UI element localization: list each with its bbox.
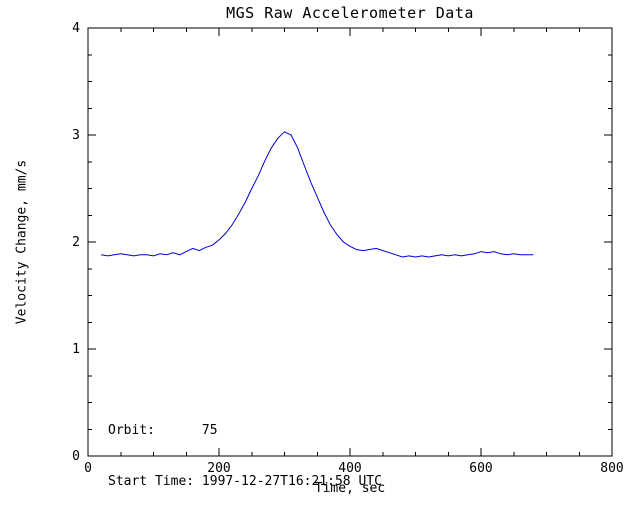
y-tick-label: 0: [72, 449, 80, 464]
annotation-orbit: Orbit: 75: [108, 423, 218, 438]
x-axis-label: Time, sec: [314, 481, 386, 496]
annotation-start-time: Start Time: 1997-12-27T16:21:58 UTC: [108, 474, 382, 489]
annotation-block: Orbit: 75 Start Time: 1997-12-27T16:21:5…: [108, 388, 382, 512]
y-axis-label: Velocity Change, mm/s: [14, 159, 30, 325]
x-tick-label: 0: [84, 461, 92, 476]
x-tick-label: 200: [207, 461, 230, 476]
y-tick-label: 2: [72, 235, 80, 250]
x-tick-label: 600: [469, 461, 492, 476]
chart-title: MGS Raw Accelerometer Data: [226, 4, 474, 22]
y-tick-label: 3: [72, 128, 80, 143]
x-tick-label: 800: [600, 461, 623, 476]
y-tick-label: 1: [72, 342, 80, 357]
velocity-change-line: [101, 131, 534, 258]
y-tick-label: 4: [72, 21, 80, 36]
x-tick-label: 400: [338, 461, 361, 476]
